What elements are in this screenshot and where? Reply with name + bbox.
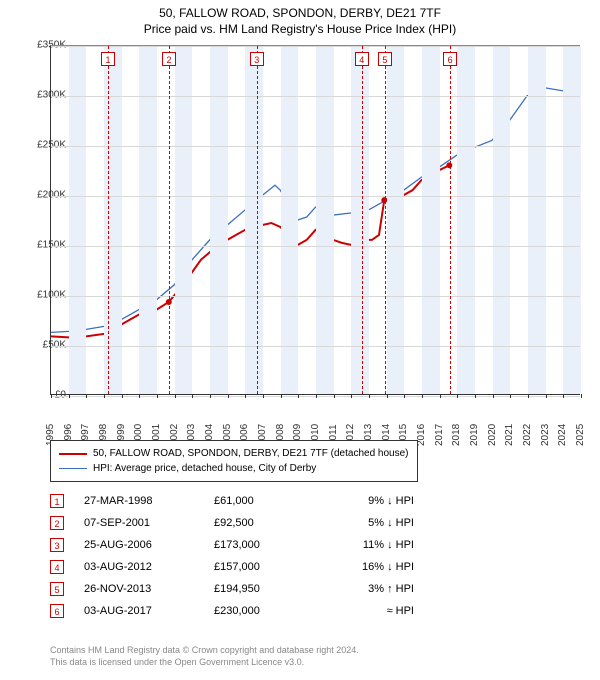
year-band xyxy=(210,46,228,394)
marker-box: 5 xyxy=(378,52,392,66)
x-tick-label: 2018 xyxy=(451,424,462,446)
trans-hpi: 16% ↓ HPI xyxy=(314,561,414,573)
legend-label-blue: HPI: Average price, detached house, City… xyxy=(93,461,316,476)
legend-swatch-blue xyxy=(59,468,87,469)
gridline-y xyxy=(51,246,580,247)
title-sub: Price paid vs. HM Land Registry's House … xyxy=(0,22,600,36)
x-axis-labels: 1995199619971998199920002001200220032004… xyxy=(50,398,580,438)
trans-date: 27-MAR-1998 xyxy=(84,495,214,507)
trans-date: 25-AUG-2006 xyxy=(84,539,214,551)
gridline-y xyxy=(51,346,580,347)
year-band xyxy=(457,46,475,394)
legend-row-red: 50, FALLOW ROAD, SPONDON, DERBY, DE21 7T… xyxy=(59,446,409,461)
trans-hpi: 5% ↓ HPI xyxy=(314,517,414,529)
legend-row-blue: HPI: Average price, detached house, City… xyxy=(59,461,409,476)
x-tick-label: 2022 xyxy=(522,424,533,446)
year-band xyxy=(528,46,546,394)
year-band xyxy=(245,46,263,394)
footer-line1: Contains HM Land Registry data © Crown c… xyxy=(50,644,359,656)
table-row: 6 03-AUG-2017£230,000≈ HPI xyxy=(50,600,414,622)
title-main: 50, FALLOW ROAD, SPONDON, DERBY, DE21 7T… xyxy=(0,6,600,20)
trans-price: £61,000 xyxy=(214,495,314,507)
table-row: 5 26-NOV-2013£194,9503% ↑ HPI xyxy=(50,578,414,600)
gridline-y xyxy=(51,196,580,197)
marker-vline xyxy=(362,46,363,394)
marker-box: 2 xyxy=(162,52,176,66)
x-tick-label: 2016 xyxy=(416,424,427,446)
trans-price: £92,500 xyxy=(214,517,314,529)
x-tick-label: 2021 xyxy=(504,424,515,446)
year-band xyxy=(387,46,405,394)
table-row: 1 27-MAR-1998£61,0009% ↓ HPI xyxy=(50,490,414,512)
trans-hpi: 3% ↑ HPI xyxy=(314,583,414,595)
year-band xyxy=(175,46,193,394)
legend-swatch-red xyxy=(59,453,87,455)
marker-box: 4 xyxy=(355,52,369,66)
table-row: 2 07-SEP-2001£92,5005% ↓ HPI xyxy=(50,512,414,534)
marker-vline xyxy=(169,46,170,394)
year-band xyxy=(351,46,369,394)
trans-num-box: 1 xyxy=(50,494,64,508)
marker-box: 1 xyxy=(101,52,115,66)
year-band xyxy=(493,46,511,394)
footer-text: Contains HM Land Registry data © Crown c… xyxy=(50,644,359,668)
x-tick-label: 2024 xyxy=(557,424,568,446)
transactions-table: 127-MAR-1998£61,0009% ↓ HPI207-SEP-2001£… xyxy=(50,490,414,622)
year-band xyxy=(281,46,299,394)
chart-container: 50, FALLOW ROAD, SPONDON, DERBY, DE21 7T… xyxy=(0,0,600,680)
trans-hpi: 11% ↓ HPI xyxy=(314,539,414,551)
x-tick-label: 2019 xyxy=(469,424,480,446)
trans-price: £173,000 xyxy=(214,539,314,551)
year-band xyxy=(139,46,157,394)
gridline-y xyxy=(51,146,580,147)
trans-date: 03-AUG-2012 xyxy=(84,561,214,573)
marker-vline xyxy=(108,46,109,394)
legend-label-red: 50, FALLOW ROAD, SPONDON, DERBY, DE21 7T… xyxy=(93,446,409,461)
footer-line2: This data is licensed under the Open Gov… xyxy=(50,656,359,668)
gridline-y xyxy=(51,96,580,97)
trans-date: 03-AUG-2017 xyxy=(84,605,214,617)
legend-box: 50, FALLOW ROAD, SPONDON, DERBY, DE21 7T… xyxy=(50,440,418,482)
marker-vline xyxy=(450,46,451,394)
trans-price: £194,950 xyxy=(214,583,314,595)
trans-num-box: 6 xyxy=(50,604,64,618)
marker-vline xyxy=(385,46,386,394)
gridline-y xyxy=(51,296,580,297)
marker-box: 3 xyxy=(250,52,264,66)
trans-num-box: 2 xyxy=(50,516,64,530)
x-tick-label: 2023 xyxy=(540,424,551,446)
x-tick-label: 2020 xyxy=(487,424,498,446)
x-tick xyxy=(581,394,582,398)
chart-plot-area: 1 2 3 45 6 xyxy=(50,45,580,395)
trans-price: £230,000 xyxy=(214,605,314,617)
year-band xyxy=(316,46,334,394)
title-area: 50, FALLOW ROAD, SPONDON, DERBY, DE21 7T… xyxy=(0,0,600,36)
table-row: 3 25-AUG-2006£173,00011% ↓ HPI xyxy=(50,534,414,556)
trans-num-box: 4 xyxy=(50,560,64,574)
trans-hpi: 9% ↓ HPI xyxy=(314,495,414,507)
marker-box: 6 xyxy=(443,52,457,66)
year-band xyxy=(563,46,581,394)
table-row: 4 03-AUG-2012£157,00016% ↓ HPI xyxy=(50,556,414,578)
x-tick-label: 2017 xyxy=(434,424,445,446)
gridline-y xyxy=(51,46,580,47)
trans-num-box: 3 xyxy=(50,538,64,552)
year-band xyxy=(69,46,87,394)
trans-hpi: ≈ HPI xyxy=(314,605,414,617)
year-band xyxy=(422,46,440,394)
marker-vline xyxy=(257,46,258,394)
year-band xyxy=(104,46,122,394)
trans-date: 26-NOV-2013 xyxy=(84,583,214,595)
x-tick-label: 2025 xyxy=(575,424,586,446)
trans-date: 07-SEP-2001 xyxy=(84,517,214,529)
trans-price: £157,000 xyxy=(214,561,314,573)
trans-num-box: 5 xyxy=(50,582,64,596)
